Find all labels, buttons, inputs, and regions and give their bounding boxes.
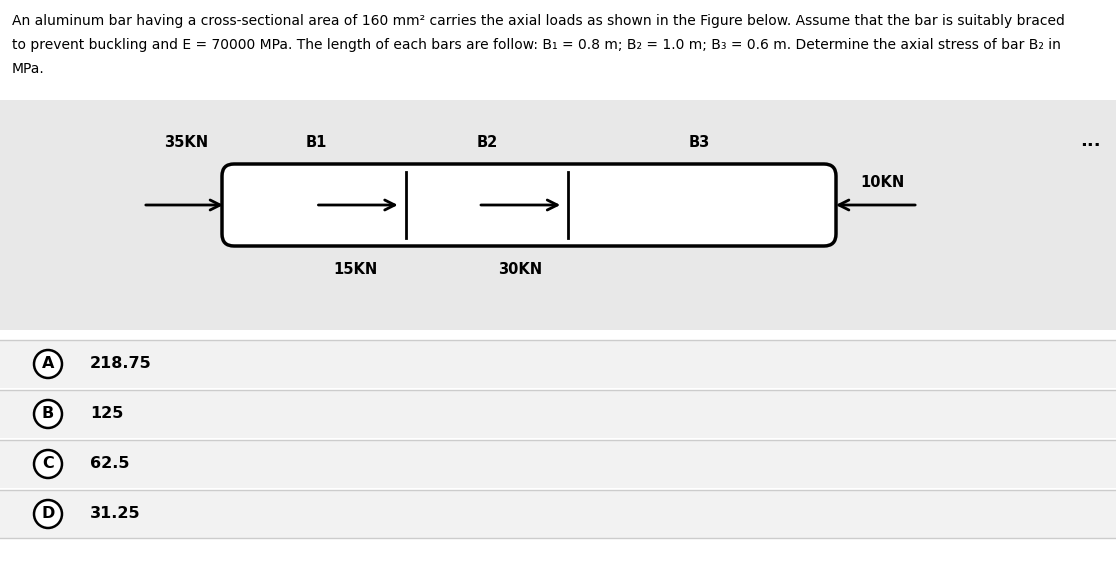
Text: MPa.: MPa. bbox=[12, 62, 45, 76]
Text: B1: B1 bbox=[306, 135, 327, 150]
Text: 15KN: 15KN bbox=[334, 262, 377, 277]
Text: B3: B3 bbox=[689, 135, 710, 150]
Circle shape bbox=[33, 450, 62, 478]
Text: B2: B2 bbox=[477, 135, 498, 150]
Text: An aluminum bar having a cross-sectional area of 160 mm² carries the axial loads: An aluminum bar having a cross-sectional… bbox=[12, 14, 1065, 28]
Text: B: B bbox=[42, 406, 54, 422]
Text: ...: ... bbox=[1079, 132, 1100, 150]
Text: D: D bbox=[41, 507, 55, 521]
Text: A: A bbox=[41, 356, 55, 371]
Text: C: C bbox=[42, 457, 54, 472]
Text: 10KN: 10KN bbox=[860, 175, 904, 190]
Bar bbox=[0, 340, 1116, 388]
Bar bbox=[0, 440, 1116, 488]
Text: 125: 125 bbox=[90, 406, 124, 422]
Text: 35KN: 35KN bbox=[164, 135, 208, 150]
Text: 31.25: 31.25 bbox=[90, 507, 141, 521]
Circle shape bbox=[33, 500, 62, 528]
FancyBboxPatch shape bbox=[222, 164, 836, 246]
Text: to prevent buckling and E = 70000 MPa. The length of each bars are follow: B₁ = : to prevent buckling and E = 70000 MPa. T… bbox=[12, 38, 1061, 52]
Bar bbox=[0, 390, 1116, 438]
Bar bbox=[0, 100, 1116, 330]
Text: 30KN: 30KN bbox=[498, 262, 542, 277]
Circle shape bbox=[33, 350, 62, 378]
Text: 218.75: 218.75 bbox=[90, 356, 152, 371]
Text: 62.5: 62.5 bbox=[90, 457, 129, 472]
Bar bbox=[0, 490, 1116, 538]
Circle shape bbox=[33, 400, 62, 428]
